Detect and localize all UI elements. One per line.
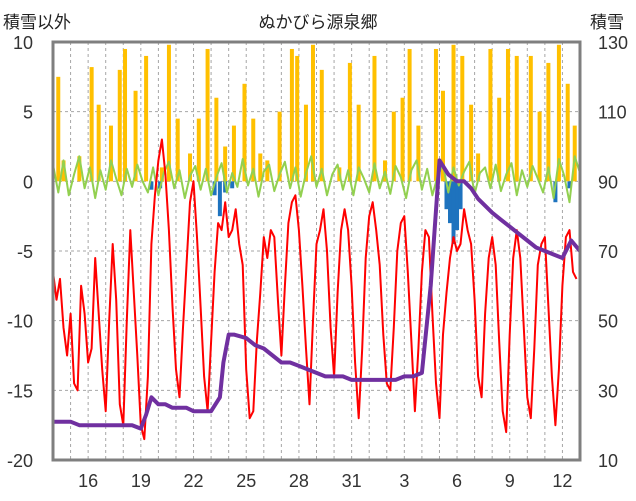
- precipitation-bar: [372, 55, 377, 182]
- right-tick-label: 50: [598, 312, 618, 332]
- left-tick-label: -20: [7, 451, 33, 471]
- precipitation-bar: [214, 97, 219, 182]
- series-lines: [52, 138, 582, 441]
- precipitation-bar: [96, 104, 101, 182]
- negative-bar: [448, 181, 453, 224]
- precipitation-bar: [258, 153, 263, 182]
- precipitation-bar: [319, 69, 324, 182]
- precipitation-bar: [565, 83, 570, 182]
- right-tick-label: 30: [598, 381, 618, 401]
- negative-bar: [451, 181, 456, 245]
- precipitation-bar: [196, 118, 201, 182]
- precipitation-bar: [89, 67, 94, 182]
- negative-bar: [217, 181, 222, 217]
- right-tick-label: 110: [598, 103, 627, 123]
- negative-bar: [444, 181, 449, 210]
- left-tick-label: -15: [7, 381, 33, 401]
- negative-bar: [455, 181, 460, 231]
- negative-bar: [230, 181, 235, 189]
- precipitation-bar: [175, 118, 180, 182]
- precipitation-bar: [159, 167, 164, 182]
- x-tick-label: 31: [342, 471, 362, 491]
- right-tick-label: 130: [598, 33, 628, 53]
- precipitation-bar: [108, 125, 113, 182]
- left-tick-label: -10: [7, 312, 33, 332]
- precipitation-bar: [528, 55, 533, 182]
- negative-bar: [212, 181, 217, 196]
- precipitation-bar: [469, 104, 474, 182]
- x-tick-label: 9: [505, 471, 515, 491]
- left-tick-label: 0: [23, 172, 33, 192]
- precipitation-bar: [303, 104, 308, 182]
- precipitation-bar: [505, 48, 510, 182]
- left-tick-label: -5: [17, 242, 33, 262]
- negative-bar: [149, 181, 154, 190]
- precipitation-bar: [440, 90, 445, 182]
- precipitation-bar: [251, 118, 256, 182]
- precipitation-bar: [188, 153, 193, 182]
- precipitation-bar: [476, 153, 481, 182]
- left-tick-label: 10: [13, 33, 33, 53]
- precipitation-bar: [289, 48, 294, 182]
- right-tick-label: 10: [598, 451, 618, 471]
- precipitation-bar: [205, 48, 210, 182]
- precipitation-bar: [310, 44, 315, 182]
- negative-bar: [458, 181, 463, 210]
- precipitation-bar: [61, 160, 66, 182]
- precipitation-bar: [347, 62, 352, 182]
- x-tick-label: 12: [552, 471, 572, 491]
- precipitation-bar: [400, 97, 405, 182]
- right-tick-label: 90: [598, 172, 618, 192]
- precipitation-bar: [460, 55, 465, 182]
- negative-bar: [567, 181, 572, 189]
- x-tick-label: 28: [289, 471, 309, 491]
- precipitation-bar: [56, 76, 61, 182]
- x-axis-ticks: 16 19 22 25 28 31 3 6 9 12: [78, 471, 572, 491]
- x-tick-label: 25: [236, 471, 256, 491]
- x-tick-label: 6: [452, 471, 462, 491]
- precipitation-bars: [56, 44, 577, 182]
- precipitation-bar: [556, 44, 561, 182]
- precipitation-bar: [144, 55, 149, 182]
- precipitation-bar: [223, 146, 228, 182]
- left-axis-ticks: 10 5 0 -5 -10 -15 -20: [7, 33, 33, 471]
- x-tick-label: 22: [184, 471, 204, 491]
- precipitation-bar: [231, 125, 236, 182]
- x-tick-label: 16: [78, 471, 98, 491]
- precipitation-bar: [356, 104, 361, 182]
- x-tick-label: 3: [399, 471, 409, 491]
- precipitation-bar: [497, 97, 502, 182]
- precipitation-bar: [166, 44, 171, 182]
- series-line-3: [52, 138, 578, 441]
- chart-title: ぬかびら源泉郷: [258, 13, 378, 33]
- precipitation-bar: [407, 48, 412, 182]
- precipitation-bar: [433, 48, 438, 182]
- x-tick-label: 19: [131, 471, 151, 491]
- right-axis-ticks: 130 110 90 70 50 30 10: [598, 33, 628, 471]
- precipitation-bar: [265, 160, 270, 182]
- precipitation-bar: [295, 55, 300, 182]
- right-axis-label: 積雪: [590, 13, 624, 33]
- precipitation-bar: [117, 69, 122, 182]
- precipitation-bar: [488, 48, 493, 182]
- series-line-2: [52, 155, 581, 204]
- precipitation-bar: [242, 83, 247, 182]
- precipitation-bar: [277, 111, 282, 182]
- precipitation-bar: [416, 125, 421, 182]
- precipitation-bar: [514, 55, 519, 182]
- precipitation-bar: [572, 125, 577, 182]
- plot-frame: [51, 40, 582, 462]
- left-axis-label: 積雪以外: [3, 13, 71, 33]
- precipitation-bar: [77, 156, 82, 182]
- precipitation-bar: [123, 48, 128, 182]
- left-tick-label: 5: [23, 103, 33, 123]
- precipitation-bar: [546, 62, 551, 182]
- series-line-4: [53, 158, 582, 431]
- right-tick-label: 70: [598, 242, 618, 262]
- precipitation-bar: [133, 90, 138, 182]
- precipitation-bar: [537, 111, 542, 182]
- precipitation-bar: [451, 44, 456, 182]
- precipitation-bar: [391, 111, 396, 182]
